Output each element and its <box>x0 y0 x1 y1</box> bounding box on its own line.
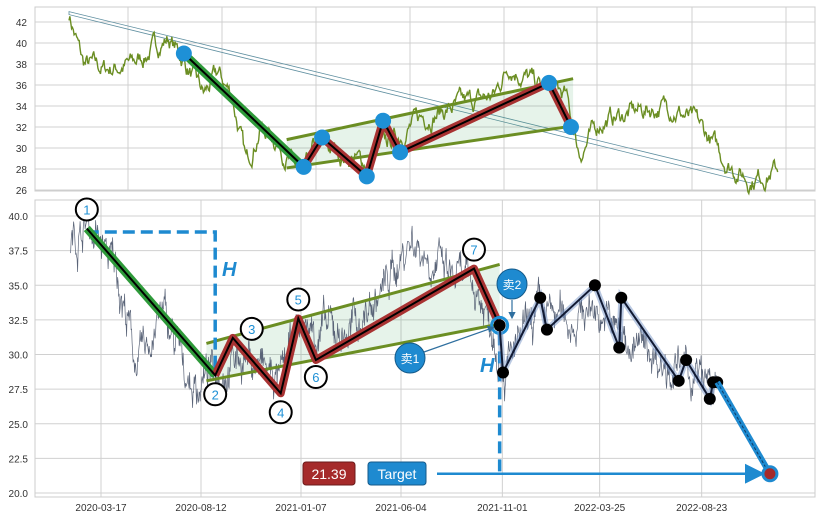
x-tick-label: 2021-01-07 <box>275 503 327 514</box>
target-label: Target <box>378 466 417 482</box>
forecast-point <box>534 291 547 304</box>
bottom-panel-frame <box>34 199 816 498</box>
y-tick-label: 37.5 <box>9 247 29 258</box>
zigzag-line <box>86 227 501 396</box>
y-tick-label: 27.5 <box>9 385 29 396</box>
pattern-point <box>392 144 409 161</box>
y-tick-label: 26 <box>16 186 28 197</box>
pattern-label-circle <box>286 287 311 312</box>
y-tick-label: 40.0 <box>9 212 29 223</box>
height-label-left: H <box>222 259 237 281</box>
height-dashed-line-left <box>86 230 217 376</box>
x-tick-label: 2021-11-01 <box>477 503 528 514</box>
pattern-label-circle <box>303 365 328 390</box>
target-value: 21.39 <box>311 466 346 482</box>
y-tick-label: 22.5 <box>9 454 29 465</box>
pattern-label: 7 <box>470 243 477 258</box>
y-tick-label: 28 <box>16 165 28 176</box>
y-tick-label: 35.0 <box>9 281 29 292</box>
pattern-point <box>175 45 192 62</box>
sell2-label: 卖2 <box>503 278 522 292</box>
pattern-label: 3 <box>248 322 255 337</box>
pattern-label-circle <box>74 197 99 222</box>
y-tick-label: 34 <box>16 102 28 113</box>
pattern-label-circle <box>239 316 264 341</box>
x-tick-label: 2022-03-25 <box>574 503 626 514</box>
y-tick-label: 32.5 <box>9 316 29 327</box>
y-tick-label: 30.0 <box>9 351 29 362</box>
pattern-label: 2 <box>212 387 219 402</box>
target-label-box <box>367 461 427 486</box>
pattern-point <box>375 112 392 129</box>
pattern-label: 6 <box>312 370 319 385</box>
sell2-marker <box>496 268 528 300</box>
sell1-label: 卖1 <box>401 352 420 366</box>
forecast-point <box>540 323 553 336</box>
pattern-label-circle <box>461 237 486 262</box>
channel-lower-line <box>286 124 574 170</box>
height-label-right: H <box>480 355 495 377</box>
target-projection-inner <box>716 381 767 468</box>
channel-upper-line <box>286 77 574 142</box>
x-tick-label: 2020-08-12 <box>175 503 227 514</box>
target-point <box>761 465 779 483</box>
pattern-point <box>562 119 579 135</box>
forecast-point <box>615 291 628 304</box>
pattern-point <box>295 158 312 175</box>
top-panel: 26 28 30 32 34 36 38 40 42 <box>16 6 816 197</box>
price-line <box>68 16 779 196</box>
pattern-point <box>540 74 557 91</box>
y-tick-label: 32 <box>16 123 28 134</box>
forecast-point <box>613 341 626 354</box>
forecast-point <box>497 366 510 379</box>
pattern-label: 5 <box>295 292 302 307</box>
forecast-point <box>703 392 716 405</box>
y-tick-label: 20.0 <box>9 489 29 500</box>
top-panel-frame <box>34 6 816 192</box>
x-tick-label: 2022-08-23 <box>676 503 728 514</box>
pattern-label-circle <box>203 382 228 407</box>
channel-lower-line <box>206 322 500 383</box>
y-tick-label: 40 <box>16 39 28 50</box>
forecast-point <box>672 374 685 387</box>
sell1-marker <box>394 342 426 374</box>
pattern-label-circle <box>268 400 293 425</box>
y-tick-label: 38 <box>16 60 28 71</box>
x-tick-label: 2020-03-17 <box>75 503 127 514</box>
y-tick-label: 30 <box>16 144 28 155</box>
pattern-point <box>314 129 331 146</box>
pattern-label: 1 <box>83 202 90 217</box>
trend-arrow <box>68 11 762 185</box>
y-tick-label: 25.0 <box>9 420 29 431</box>
pattern-point <box>358 168 375 185</box>
pattern-label: 4 <box>277 405 284 420</box>
bottom-panel: 20.0 22.5 25.0 27.5 30.0 32.5 35.0 37.5 40.0 2020… <box>9 197 816 514</box>
sell1-pointer <box>423 326 495 353</box>
target-value-box <box>302 461 356 486</box>
y-tick-label: 36 <box>16 81 28 92</box>
forecast-point <box>588 279 601 292</box>
forecast-point <box>680 354 693 367</box>
y-tick-label: 42 <box>16 18 28 29</box>
forecast-point <box>493 319 506 332</box>
x-tick-label: 2021-06-04 <box>375 503 427 514</box>
